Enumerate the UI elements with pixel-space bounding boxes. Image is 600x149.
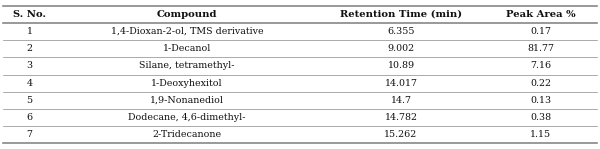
Text: 0.22: 0.22: [530, 79, 551, 88]
Text: Compound: Compound: [157, 10, 217, 19]
Text: 1.15: 1.15: [530, 130, 551, 139]
Text: 7.16: 7.16: [530, 61, 551, 70]
Text: 5: 5: [26, 96, 33, 105]
Text: 7: 7: [27, 130, 33, 139]
Text: 1: 1: [27, 27, 33, 36]
Text: 14.017: 14.017: [385, 79, 418, 88]
Text: 15.262: 15.262: [385, 130, 418, 139]
Text: 10.89: 10.89: [388, 61, 415, 70]
Text: 9.002: 9.002: [388, 44, 415, 53]
Text: 1,4-Dioxan-2-ol, TMS derivative: 1,4-Dioxan-2-ol, TMS derivative: [111, 27, 263, 36]
Text: Silane, tetramethyl-: Silane, tetramethyl-: [139, 61, 235, 70]
Text: 4: 4: [27, 79, 33, 88]
Text: 6.355: 6.355: [387, 27, 415, 36]
Text: S. No.: S. No.: [13, 10, 46, 19]
Text: 6: 6: [26, 113, 33, 122]
Text: Dodecane, 4,6-dimethyl-: Dodecane, 4,6-dimethyl-: [128, 113, 246, 122]
Text: Peak Area %: Peak Area %: [506, 10, 575, 19]
Text: Retention Time (min): Retention Time (min): [340, 10, 462, 19]
Text: 1,9-Nonanediol: 1,9-Nonanediol: [150, 96, 224, 105]
Text: 81.77: 81.77: [527, 44, 554, 53]
Text: 0.17: 0.17: [530, 27, 551, 36]
Text: 2-Tridecanone: 2-Tridecanone: [152, 130, 222, 139]
Text: 1-Decanol: 1-Decanol: [163, 44, 211, 53]
Text: 2: 2: [27, 44, 33, 53]
Text: 14.782: 14.782: [385, 113, 418, 122]
Text: 0.38: 0.38: [530, 113, 551, 122]
Text: 3: 3: [26, 61, 33, 70]
Text: 1-Deoxyhexitol: 1-Deoxyhexitol: [151, 79, 223, 88]
Text: 0.13: 0.13: [530, 96, 551, 105]
Text: 14.7: 14.7: [391, 96, 412, 105]
